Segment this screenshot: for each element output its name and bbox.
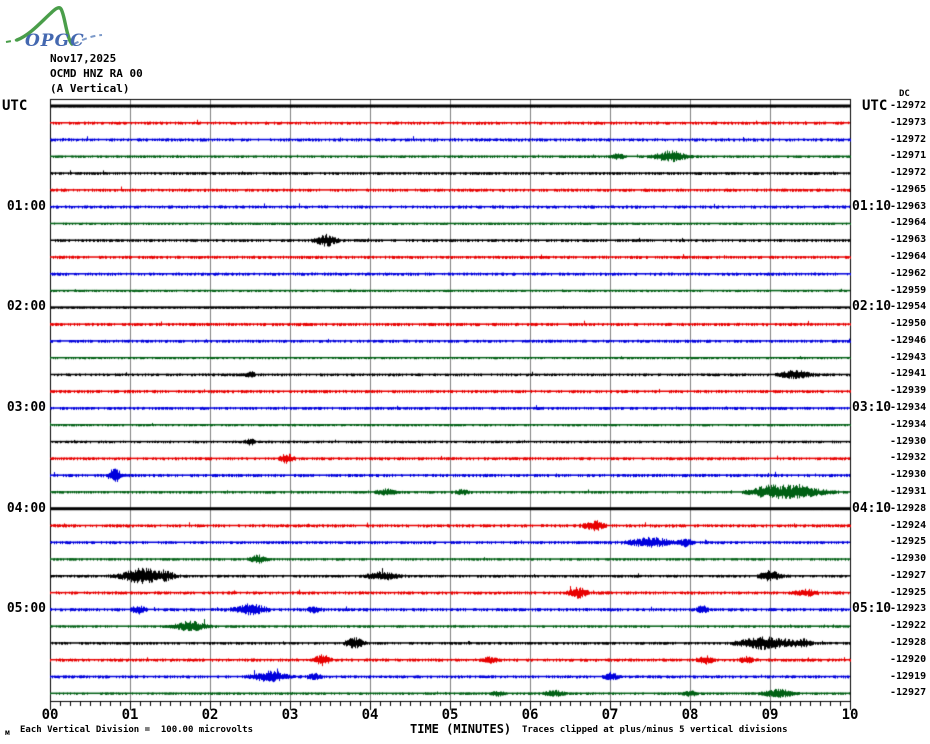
dc-value-label: -12920 <box>890 653 927 665</box>
dc-header: DC <box>899 89 910 99</box>
vertical-division-note: Each Vertical Division = 100.00 microvol… <box>20 725 253 735</box>
dc-value-label: -12923 <box>890 603 927 615</box>
dc-value-label: -12939 <box>890 385 927 397</box>
utc-header-left: UTC <box>2 98 28 114</box>
hour-label-right: 03:10 <box>852 400 892 416</box>
x-tick-label: 02 <box>201 707 219 723</box>
opgc-logo: OPGC <box>5 6 103 51</box>
header-station: OCMD HNZ RA 00 <box>50 67 143 80</box>
x-tick-label: 09 <box>761 707 779 723</box>
hour-label-left: 03:00 <box>6 400 46 416</box>
dc-value-label: -12922 <box>890 620 927 632</box>
logo-mountain-curve <box>15 6 74 46</box>
dc-value-label: -12973 <box>890 116 927 128</box>
hour-label-right: 04:10 <box>852 500 892 516</box>
dc-value-label: -12950 <box>890 318 927 330</box>
dc-value-label: -12943 <box>890 351 927 363</box>
x-tick-label: 06 <box>521 707 539 723</box>
dc-value-label: -12946 <box>890 334 927 346</box>
dc-value-label: -12972 <box>890 167 927 179</box>
x-tick-label: 10 <box>841 707 859 723</box>
dc-value-label: -12941 <box>890 368 927 380</box>
hour-label-left: 04:00 <box>6 500 46 516</box>
dc-value-label: -12930 <box>890 469 927 481</box>
hour-label-left: 05:00 <box>6 601 46 617</box>
header-component: (A Vertical) <box>50 82 130 95</box>
dc-value-label: -12963 <box>890 200 927 212</box>
dc-value-label: -12972 <box>890 133 927 145</box>
x-axis-title: TIME (MINUTES) <box>410 722 512 736</box>
x-tick-label: 08 <box>681 707 699 723</box>
micro-scale-mark: м <box>5 728 10 737</box>
x-tick-label: 07 <box>601 707 619 723</box>
hour-label-right: 01:10 <box>852 198 892 214</box>
dc-value-label: -12965 <box>890 183 927 195</box>
dc-value-label: -12919 <box>890 670 927 682</box>
utc-header-right: UTC <box>862 98 888 114</box>
dc-value-label: -12934 <box>890 402 927 414</box>
dc-value-label: -12931 <box>890 485 927 497</box>
dc-value-label: -12927 <box>890 687 927 699</box>
dc-value-label: -12925 <box>890 536 927 548</box>
dc-value-label: -12962 <box>890 267 927 279</box>
dc-value-label: -12930 <box>890 435 927 447</box>
logo-dash-left <box>5 39 18 43</box>
dc-value-label: -12924 <box>890 519 927 531</box>
dc-value-label: -12930 <box>890 553 927 565</box>
dc-value-label: -12932 <box>890 452 927 464</box>
dc-value-label: -12925 <box>890 586 927 598</box>
hour-label-right: 05:10 <box>852 601 892 617</box>
dc-value-label: -12934 <box>890 418 927 430</box>
dc-value-label: -12964 <box>890 217 927 229</box>
hour-label-left: 01:00 <box>6 198 46 214</box>
hour-label-left: 02:00 <box>6 299 46 315</box>
dc-value-label: -12928 <box>890 636 927 648</box>
dc-value-label: -12959 <box>890 284 927 296</box>
x-tick-label: 00 <box>41 707 59 723</box>
dc-value-label: -12954 <box>890 301 927 313</box>
dc-value-label: -12928 <box>890 502 927 514</box>
dc-value-label: -12964 <box>890 251 927 263</box>
dc-value-label: -12971 <box>890 150 927 162</box>
x-tick-label: 04 <box>361 707 379 723</box>
dc-value-label: -12972 <box>890 100 927 111</box>
x-tick-label: 03 <box>281 707 299 723</box>
x-tick-label: 01 <box>121 707 139 723</box>
logo-dash-right <box>73 34 103 45</box>
x-tick-label: 05 <box>441 707 459 723</box>
header-date: Nov17,2025 <box>50 52 117 65</box>
clip-note: Traces clipped at plus/minus 5 vertical … <box>522 725 788 735</box>
hour-label-right: 02:10 <box>852 299 892 315</box>
dc-value-label: -12927 <box>890 569 927 581</box>
dc-value-label: -12963 <box>890 234 927 246</box>
logo-text: OPGC <box>25 31 85 51</box>
